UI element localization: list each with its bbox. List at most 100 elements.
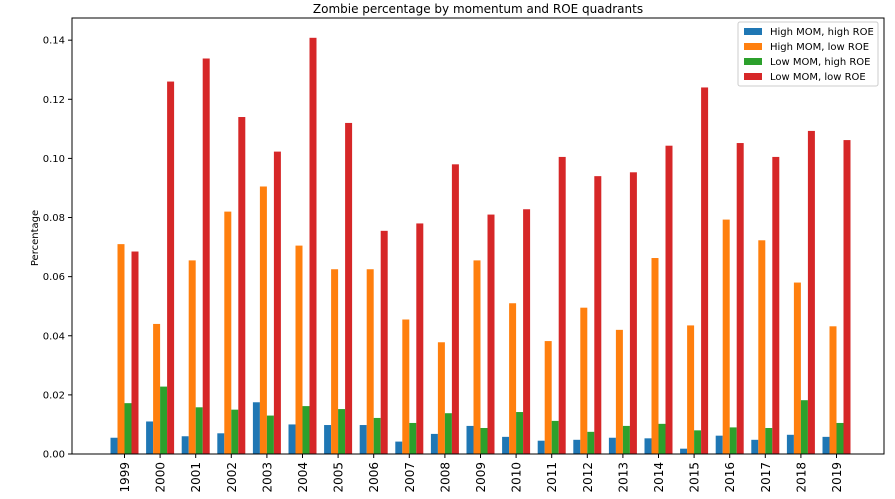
x-tick-label-2019: 2019 bbox=[830, 462, 844, 493]
bar-high-mom-low-roe-2013 bbox=[615, 329, 623, 454]
bar-low-mom-high-roe-2014 bbox=[658, 423, 666, 454]
bar-high-mom-high-roe-2013 bbox=[608, 437, 616, 454]
bar-low-mom-high-roe-2008 bbox=[444, 413, 452, 454]
x-tick-label-2007: 2007 bbox=[403, 462, 417, 493]
y-axis-label: Percentage bbox=[30, 210, 41, 266]
x-tick-label-2002: 2002 bbox=[225, 462, 239, 493]
bar-low-mom-low-roe-2018 bbox=[807, 130, 815, 455]
x-tick-label-2013: 2013 bbox=[616, 462, 630, 493]
bar-low-mom-high-roe-2013 bbox=[622, 425, 630, 454]
bar-high-mom-low-roe-2014 bbox=[651, 258, 659, 454]
x-axis: 1999 2000 2001 2002 2003 2004 2005 2006 2007 2008… bbox=[118, 454, 844, 493]
y-tick-label: 0.00 bbox=[43, 450, 65, 461]
bar-low-mom-low-roe-2008 bbox=[451, 164, 459, 454]
legend: High MOM, high ROE High MOM, low ROE Low M… bbox=[737, 21, 879, 87]
bar-high-mom-low-roe-2005 bbox=[331, 269, 339, 454]
bar-high-mom-low-roe-2004 bbox=[295, 245, 303, 454]
bar-low-mom-high-roe-2016 bbox=[729, 427, 737, 454]
bar-low-mom-low-roe-2000 bbox=[167, 81, 175, 455]
x-tick-label-2000: 2000 bbox=[154, 462, 168, 493]
bar-low-mom-high-roe-2003 bbox=[266, 415, 274, 454]
y-tick-label: 0.10 bbox=[43, 154, 65, 165]
x-tick-label-2014: 2014 bbox=[652, 462, 666, 493]
bar-high-mom-high-roe-2010 bbox=[502, 436, 510, 454]
bar-low-mom-low-roe-2019 bbox=[843, 140, 851, 454]
y-tick-label: 0.06 bbox=[43, 272, 65, 283]
bar-high-mom-high-roe-2008 bbox=[430, 433, 438, 454]
bar-high-mom-low-roe-2018 bbox=[793, 282, 801, 454]
bar-high-mom-high-roe-2018 bbox=[786, 434, 794, 454]
bar-low-mom-high-roe-2007 bbox=[409, 422, 417, 454]
bar-low-mom-high-roe-2004 bbox=[302, 406, 310, 454]
bar-low-mom-low-roe-2003 bbox=[273, 151, 281, 455]
x-tick-label-2012: 2012 bbox=[581, 462, 595, 493]
x-tick-label-2010: 2010 bbox=[510, 462, 524, 493]
y-axis: 0.00 0.02 0.04 0.06 0.08 0.10 0.12 0.14 bbox=[43, 36, 72, 461]
bar-low-mom-low-roe-2005 bbox=[345, 122, 353, 454]
bar-high-mom-high-roe-2017 bbox=[751, 439, 759, 454]
bar-high-mom-high-roe-2016 bbox=[715, 435, 723, 454]
bar-low-mom-low-roe-2004 bbox=[309, 37, 317, 455]
legend-box bbox=[737, 21, 879, 87]
legend-swatch bbox=[744, 58, 762, 65]
chart-title: Zombie percentage by momentum and ROE qu… bbox=[313, 2, 643, 16]
y-tick-label: 0.02 bbox=[43, 390, 65, 401]
bar-low-mom-high-roe-2005 bbox=[338, 409, 346, 454]
bar-high-mom-low-roe-2009 bbox=[473, 260, 481, 454]
bar-high-mom-high-roe-2011 bbox=[537, 440, 545, 454]
x-tick-label-2004: 2004 bbox=[296, 462, 310, 493]
bar-low-mom-high-roe-2006 bbox=[373, 417, 381, 454]
bar-low-mom-high-roe-2011 bbox=[551, 420, 559, 454]
bar-low-mom-low-roe-2013 bbox=[629, 172, 637, 455]
bar-low-mom-high-roe-2019 bbox=[836, 422, 844, 454]
y-tick-label: 0.12 bbox=[43, 95, 65, 106]
bar-high-mom-high-roe-2000 bbox=[146, 421, 154, 454]
bar-high-mom-low-roe-2017 bbox=[758, 240, 766, 454]
bar-high-mom-high-roe-2006 bbox=[359, 425, 367, 454]
bar-low-mom-high-roe-2000 bbox=[160, 386, 168, 454]
bar-high-mom-low-roe-2015 bbox=[687, 325, 695, 454]
bar-low-mom-low-roe-2006 bbox=[380, 230, 388, 454]
legend-label: Low MOM, low ROE bbox=[770, 72, 866, 83]
x-tick-label-2005: 2005 bbox=[332, 462, 346, 493]
bar-low-mom-low-roe-2016 bbox=[736, 143, 744, 455]
bar-low-mom-high-roe-2017 bbox=[765, 427, 773, 454]
bar-high-mom-high-roe-2002 bbox=[217, 433, 225, 454]
x-tick-label-2011: 2011 bbox=[545, 462, 559, 493]
legend-label: High MOM, low ROE bbox=[770, 42, 869, 53]
bar-high-mom-high-roe-2015 bbox=[680, 448, 688, 454]
x-tick-label-2009: 2009 bbox=[474, 462, 488, 493]
bar-high-mom-high-roe-1999 bbox=[110, 437, 118, 454]
bar-high-mom-low-roe-2001 bbox=[188, 260, 196, 454]
bar-high-mom-low-roe-2019 bbox=[829, 326, 837, 454]
bar-low-mom-low-roe-2015 bbox=[701, 87, 709, 455]
bar-high-mom-high-roe-2014 bbox=[644, 438, 652, 454]
x-tick-label-2006: 2006 bbox=[367, 462, 381, 493]
bar-high-mom-high-roe-2012 bbox=[573, 439, 581, 454]
x-tick-label-2018: 2018 bbox=[794, 462, 808, 493]
bar-low-mom-high-roe-2012 bbox=[587, 431, 595, 454]
legend-swatch bbox=[744, 73, 762, 80]
bar-high-mom-high-roe-2007 bbox=[395, 441, 403, 454]
bar-low-mom-high-roe-2001 bbox=[195, 407, 203, 454]
bar-low-mom-high-roe-2015 bbox=[694, 430, 702, 454]
bar-low-mom-low-roe-2012 bbox=[594, 176, 602, 454]
bar-high-mom-high-roe-2001 bbox=[181, 436, 189, 454]
bar-high-mom-low-roe-2006 bbox=[366, 269, 374, 454]
bar-low-mom-high-roe-2009 bbox=[480, 427, 488, 454]
x-tick-label-1999: 1999 bbox=[118, 462, 132, 493]
bar-low-mom-low-roe-1999 bbox=[131, 251, 139, 454]
x-tick-label-2017: 2017 bbox=[759, 462, 773, 493]
bar-high-mom-low-roe-2012 bbox=[580, 307, 588, 454]
bar-high-mom-high-roe-2019 bbox=[822, 436, 830, 454]
bar-high-mom-low-roe-2002 bbox=[224, 211, 232, 454]
bars-group bbox=[110, 37, 851, 455]
bar-high-mom-high-roe-2004 bbox=[288, 424, 296, 454]
y-tick-label: 0.08 bbox=[43, 213, 65, 224]
bar-high-mom-low-roe-2016 bbox=[722, 219, 730, 454]
bar-low-mom-low-roe-2007 bbox=[416, 223, 424, 454]
bar-high-mom-low-roe-2008 bbox=[437, 342, 445, 454]
x-tick-label-2008: 2008 bbox=[438, 462, 452, 493]
x-tick-label-2016: 2016 bbox=[723, 462, 737, 493]
